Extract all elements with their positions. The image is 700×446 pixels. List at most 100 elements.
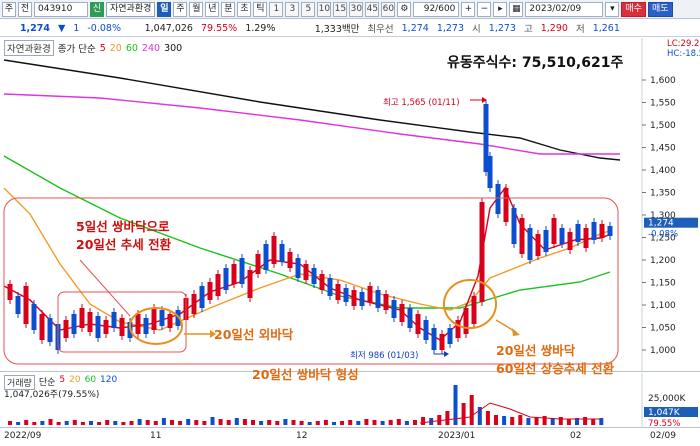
candle-body (551, 218, 557, 244)
candle-body (535, 234, 541, 256)
ma300-line (3, 59, 621, 161)
arrow-head (444, 351, 449, 357)
y-tick-label: 1,300 (650, 211, 676, 221)
volume-y-tick: 25,000K (648, 394, 686, 404)
price-chart-panel[interactable]: 1,600 1,550 1,500 1,450 1,400 1,350 1,300 1,250… (0, 38, 700, 382)
volume-bar (234, 418, 239, 425)
period-second-button[interactable]: 초 (237, 1, 252, 17)
candle-body (231, 264, 237, 284)
zoom-in-icon[interactable]: + (461, 1, 476, 17)
annotation-ma20-double-bottom: 20일선 쌍바닥 형성 (252, 367, 359, 382)
settings-icon[interactable]: ⚙ (397, 1, 412, 17)
candle-body (503, 188, 509, 222)
period-day-button[interactable]: 일 (157, 1, 172, 17)
y-tick-label: 1,550 (650, 99, 676, 109)
interval-60-button[interactable]: 60 (381, 1, 396, 17)
date-field[interactable]: 2023/02/09 (525, 1, 604, 17)
volume-bar (566, 419, 571, 425)
volume-chart-panel[interactable]: 25,000K 1,047K 79.55% 거래량 단순 5 20 60 120 1… (0, 373, 700, 428)
candle-body (175, 310, 181, 326)
scroll-end-icon[interactable]: ▸ (493, 1, 508, 17)
volume-bar (64, 421, 69, 425)
date-picker-icon[interactable]: ▾ (605, 1, 620, 17)
volume-bar (267, 420, 272, 425)
volume-bar (24, 420, 29, 425)
candle-body (39, 314, 45, 340)
trade-amount: 1,333백만 (314, 24, 360, 35)
interval-30-button[interactable]: 30 (349, 1, 364, 17)
interval-5-button[interactable]: 5 (301, 1, 316, 17)
volume-bar (259, 421, 264, 425)
buy-button[interactable]: 매수 (621, 1, 646, 17)
volume-name-tag[interactable]: 거래량 (4, 375, 35, 390)
sell-button[interactable]: 매도 (647, 1, 673, 17)
interval-3-button[interactable]: 3 (285, 1, 300, 17)
period-minute-button[interactable]: 분 (221, 1, 236, 17)
interval-45-button[interactable]: 45 (365, 1, 380, 17)
volume-current-info: 1,047,026주(79.55%) (4, 390, 100, 400)
volume-bar (315, 421, 320, 425)
volume-bar (591, 419, 596, 425)
stock-code-input[interactable]: 043910 (34, 1, 88, 17)
annotation-arrow (79, 259, 131, 317)
type-select[interactable]: 전 (18, 1, 32, 17)
change-arrow-icon: ▼ (58, 22, 66, 34)
ma60-legend: 60 (125, 42, 138, 54)
x-tick-label: 11 (150, 431, 162, 441)
candle-body (351, 290, 357, 306)
lc-label: LC:29.21 (667, 39, 700, 49)
candle-body (311, 268, 317, 284)
candle-body (391, 300, 397, 318)
ma20-legend: 20 (109, 42, 122, 54)
y-tick-label: 1,450 (650, 144, 676, 154)
period-year-button[interactable]: 년 (205, 1, 220, 17)
volume-bar (72, 420, 77, 425)
calendar-icon[interactable]: ▦ (509, 1, 524, 17)
candle-body (359, 292, 365, 306)
market-select[interactable]: 주 (2, 1, 16, 17)
candle-body (135, 314, 141, 334)
volume-bar (8, 421, 12, 425)
volume-bar (485, 411, 490, 425)
volume-value: 1,047,026 (144, 22, 193, 34)
candle-body (71, 314, 77, 334)
candle-body (479, 202, 485, 302)
volume-bar (583, 417, 588, 425)
price-chart-svg[interactable]: 1,600 1,550 1,500 1,450 1,400 1,350 1,300 1,250… (0, 38, 700, 372)
candle-body (255, 254, 261, 274)
price-name-tag[interactable]: 자연과환경 (4, 40, 54, 56)
candle-body (23, 286, 29, 324)
volume-bar (121, 422, 126, 425)
volume-bar (145, 420, 150, 425)
stock-name-field[interactable]: 자연과환경 (106, 1, 156, 17)
ma5-legend: 5 (99, 42, 106, 54)
candle-body (483, 104, 489, 172)
volume-legend-prefix: 단순 (38, 378, 56, 388)
volume-bar (194, 420, 199, 425)
volume-bar (226, 420, 231, 425)
interval-15-button[interactable]: 15 (333, 1, 348, 17)
volume-bar (372, 420, 377, 425)
float-shares-label: 유동주식수: 75,510,621주 (447, 55, 624, 71)
candle-body (223, 268, 229, 290)
y-tick-label: 1,600 (650, 76, 676, 86)
x-tick-label: 2022/09 (4, 431, 42, 441)
zoom-out-icon[interactable]: − (477, 1, 492, 17)
volume-bar (89, 421, 93, 425)
volume-bar (542, 416, 547, 425)
data-count-field[interactable]: 92/600 (413, 1, 460, 17)
y-tick-label: 1,100 (650, 301, 676, 311)
volume-bar (202, 421, 207, 425)
period-tick-button[interactable]: 틱 (253, 1, 268, 17)
volume-bar (48, 419, 53, 425)
interval-1-button[interactable]: 1 (269, 1, 284, 17)
period-week-button[interactable]: 주 (173, 1, 188, 17)
candle-body (295, 258, 301, 278)
candle-body (263, 244, 269, 270)
period-month-button[interactable]: 월 (189, 1, 204, 17)
ma20-line (3, 187, 613, 331)
interval-10-button[interactable]: 10 (317, 1, 332, 17)
candle-body (79, 308, 85, 328)
volume-bar (575, 418, 579, 425)
